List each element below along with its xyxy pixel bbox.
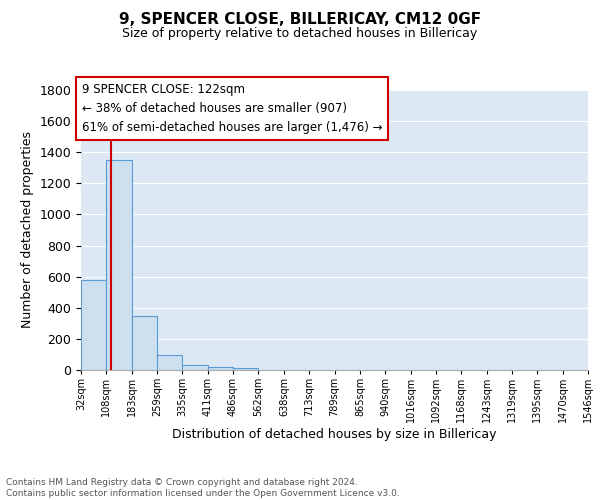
Text: Size of property relative to detached houses in Billericay: Size of property relative to detached ho…: [122, 28, 478, 40]
Bar: [233, 368, 259, 370]
Y-axis label: Number of detached properties: Number of detached properties: [21, 132, 34, 328]
Bar: [208, 367, 233, 370]
Text: Contains HM Land Registry data © Crown copyright and database right 2024.
Contai: Contains HM Land Registry data © Crown c…: [6, 478, 400, 498]
X-axis label: Distribution of detached houses by size in Billericay: Distribution of detached houses by size …: [172, 428, 497, 441]
Text: 9, SPENCER CLOSE, BILLERICAY, CM12 0GF: 9, SPENCER CLOSE, BILLERICAY, CM12 0GF: [119, 12, 481, 28]
Bar: [182, 366, 208, 370]
Bar: [131, 316, 157, 370]
Bar: [106, 160, 131, 370]
Bar: [157, 355, 182, 370]
Text: 9 SPENCER CLOSE: 122sqm
← 38% of detached houses are smaller (907)
61% of semi-d: 9 SPENCER CLOSE: 122sqm ← 38% of detache…: [82, 83, 383, 134]
Bar: [81, 280, 106, 370]
